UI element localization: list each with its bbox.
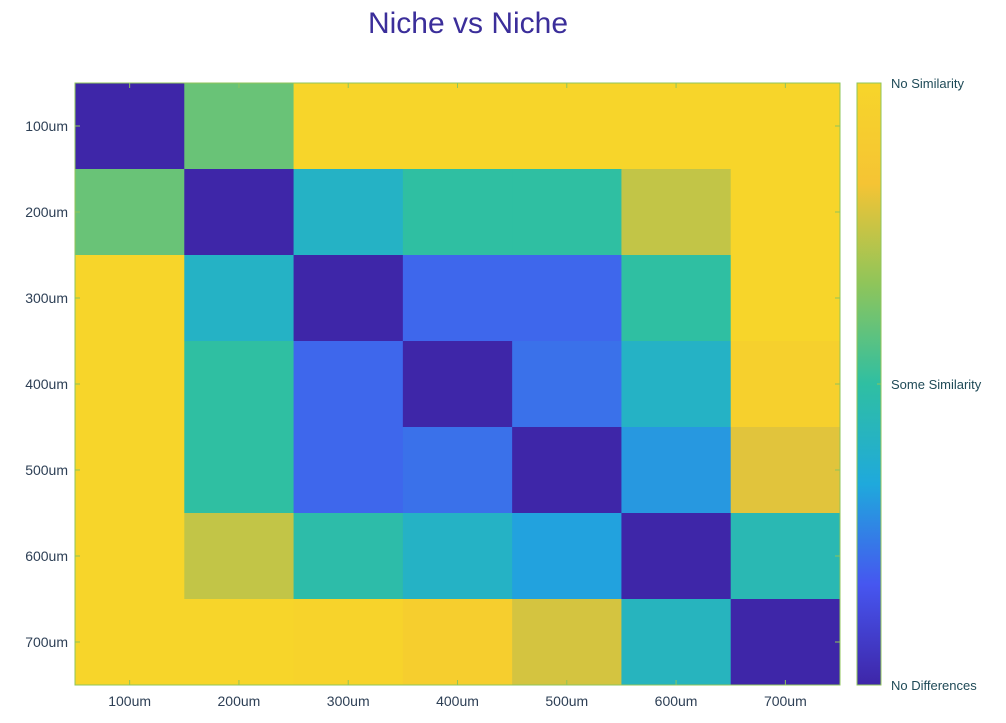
heatmap-cell — [184, 427, 295, 514]
y-tick-label: 200um — [25, 204, 68, 220]
x-tick-label: 400um — [436, 693, 479, 709]
heatmap-cell — [75, 255, 185, 342]
heatmap-cell — [402, 427, 513, 514]
heatmap-cell — [184, 513, 295, 600]
heatmap-cell — [75, 83, 185, 170]
heatmap-cell — [75, 341, 185, 428]
y-tick-label: 500um — [25, 462, 68, 478]
heatmap-cell — [621, 169, 732, 256]
heatmap-cell — [730, 83, 841, 170]
heatmap-cell — [75, 427, 185, 514]
x-tick-label: 500um — [545, 693, 588, 709]
heatmap-cell — [184, 341, 295, 428]
y-tick-label: 400um — [25, 376, 68, 392]
chart-title: Niche vs Niche — [368, 7, 568, 40]
y-tick-label: 600um — [25, 548, 68, 564]
heatmap-cell — [512, 427, 622, 514]
x-tick-label: 600um — [655, 693, 698, 709]
heatmap-cell — [75, 513, 185, 600]
heatmap-cell — [621, 427, 732, 514]
x-tick-label: 300um — [327, 693, 370, 709]
plot-frame — [74, 82, 841, 686]
heatmap-cell — [402, 255, 513, 342]
heatmap-cell — [512, 83, 622, 170]
heatmap-cell — [75, 599, 185, 686]
colorbar-tick-label: Some Similarity — [891, 377, 982, 392]
heatmap-cell — [621, 83, 732, 170]
heatmap-cell — [402, 169, 513, 256]
x-tick-label: 100um — [108, 693, 151, 709]
y-tick-label: 300um — [25, 290, 68, 306]
colorbar-tick-label: No Similarity — [891, 76, 964, 91]
heatmap-cell — [730, 513, 841, 600]
heatmap-cell — [293, 513, 404, 600]
heatmap-cell — [293, 341, 404, 428]
heatmap-cell — [730, 341, 841, 428]
heatmap-cell — [730, 255, 841, 342]
heatmap-cell — [402, 83, 513, 170]
heatmap-cell — [512, 169, 622, 256]
heatmap-cell — [184, 83, 295, 170]
heatmap-cell — [75, 169, 185, 256]
heatmap-cell — [512, 341, 622, 428]
heatmap-cell — [184, 255, 295, 342]
heatmap-cell — [402, 341, 513, 428]
x-tick-label: 200um — [218, 693, 261, 709]
heatmap-cell — [621, 341, 732, 428]
y-tick-label: 100um — [25, 118, 68, 134]
x-tick-label: 700um — [764, 693, 807, 709]
heatmap-cell — [512, 513, 622, 600]
colorbar-tick-label: No Differences — [891, 678, 977, 693]
heatmap-cell — [402, 513, 513, 600]
heatmap-cell — [512, 255, 622, 342]
heatmap-cell — [730, 599, 841, 686]
heatmap-cell — [512, 599, 622, 686]
heatmap-cell — [621, 599, 732, 686]
colorbar: No Similarity Some Similarity No Differenc… — [856, 76, 982, 693]
heatmap-cell — [184, 169, 295, 256]
y-tick-label: 700um — [25, 634, 68, 650]
heatmap-cell — [730, 169, 841, 256]
heatmap-cell — [293, 255, 404, 342]
heatmap-cell — [293, 83, 404, 170]
heatmap-cell — [184, 599, 295, 686]
heatmap-cell — [730, 427, 841, 514]
heatmap-cell — [293, 427, 404, 514]
heatmap-cell — [402, 599, 513, 686]
y-axis-ticks: 100um 200um 300um 400um 500um 600um 700um — [25, 118, 840, 650]
heatmap-cell — [293, 599, 404, 686]
heatmap-cell — [621, 255, 732, 342]
heatmap-cells — [75, 83, 841, 686]
heatmap-cell — [621, 513, 732, 600]
x-axis-ticks: 100um 200um 300um 400um 500um 600um 700um — [108, 83, 807, 709]
heatmap-cell — [293, 169, 404, 256]
